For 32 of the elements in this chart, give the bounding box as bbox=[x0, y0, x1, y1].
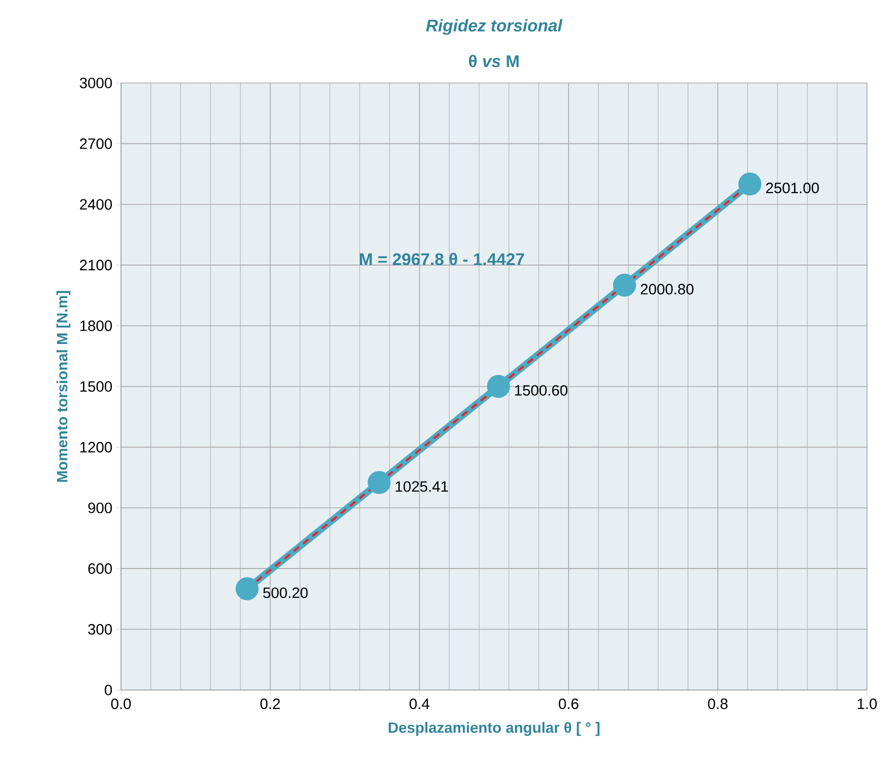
chart-title: Rigidez torsional bbox=[426, 19, 563, 35]
point bbox=[738, 172, 762, 196]
data-label: 1025.41 bbox=[396, 481, 448, 492]
x-tick-label: 0.0 bbox=[111, 698, 131, 710]
y-tick-label: 2700 bbox=[80, 138, 112, 149]
point bbox=[613, 274, 636, 297]
data-label: 500.20 bbox=[263, 587, 308, 598]
point bbox=[368, 471, 391, 494]
y-tick-label: 600 bbox=[88, 563, 112, 574]
y-tick-label: 1500 bbox=[80, 381, 112, 392]
y-axis-title: Momento torsional M [N.m] bbox=[56, 291, 70, 482]
data-label: 2000.80 bbox=[640, 284, 694, 294]
y-tick-label: 0 bbox=[104, 684, 112, 696]
x-axis-title: Desplazamiento angular θ [ ° ] bbox=[388, 722, 600, 736]
x-tick-label: 0.8 bbox=[708, 698, 728, 710]
x-tick-label: 0.6 bbox=[558, 698, 578, 710]
y-tick-label: 1200 bbox=[80, 442, 112, 452]
x-tick-label: 1.0 bbox=[858, 698, 877, 710]
y-tick-label: 3000 bbox=[80, 78, 112, 88]
chart-subtitle: θ vs M bbox=[469, 54, 519, 68]
y-tick-label: 900 bbox=[88, 502, 112, 514]
y-tick-label: 2400 bbox=[80, 199, 112, 210]
x-tick-label: 0.2 bbox=[260, 698, 280, 710]
data-label: 1500.60 bbox=[515, 385, 568, 396]
point bbox=[236, 577, 259, 600]
y-tick-label: 300 bbox=[88, 624, 112, 635]
point bbox=[486, 374, 510, 398]
y-tick-label: 1800 bbox=[80, 320, 112, 332]
y-tick-label: 2100 bbox=[80, 260, 112, 270]
data-label: 2501.00 bbox=[766, 182, 819, 194]
x-tick-label: 0.4 bbox=[410, 698, 430, 710]
annotation: M = 2967.8 θ - 1.4427 bbox=[360, 252, 524, 266]
